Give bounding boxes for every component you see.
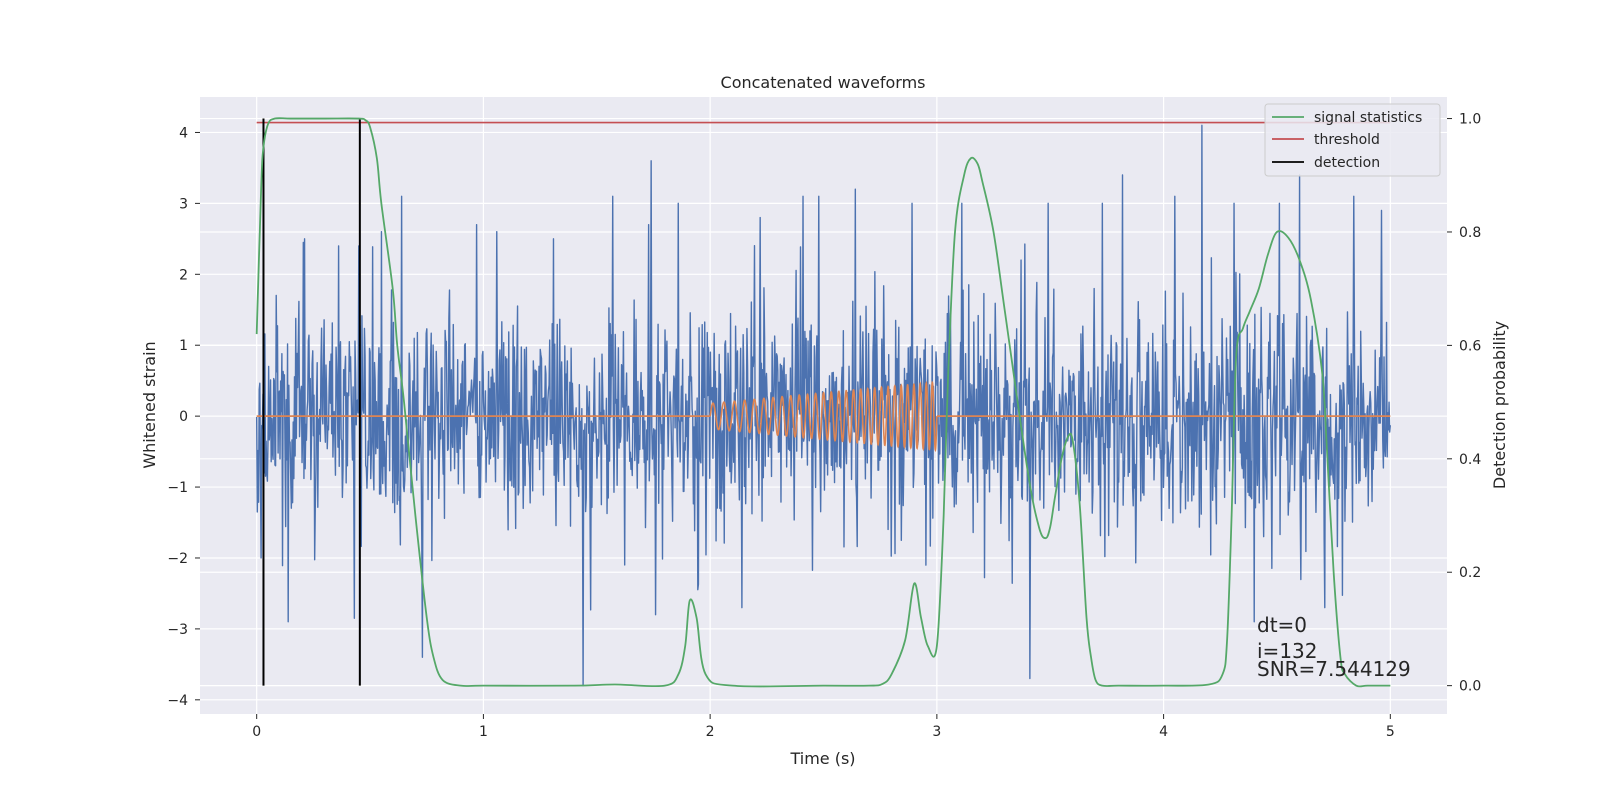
ticks: 0 1 2 3 4 5 −4 −3 −2 −1 0 1 2 3 4 0.0 0.2 0.4 0.6 0.8 1.0 [167,112,1481,740]
annotation-i: i=132 [1257,639,1318,663]
y2-tick-label: 0.8 [1459,225,1481,241]
series-layer [255,117,1392,688]
x-axis-label: Time (s) [789,749,855,768]
annotation-snr: SNR=7.544129 [1257,657,1411,681]
y-tick-label: −2 [167,551,188,567]
y-tick-label: −3 [167,622,188,638]
y-tick-label: 1 [179,338,188,354]
y-tick-label: −1 [167,480,188,496]
y-tick-label: 3 [179,196,188,212]
y2-tick-label: 1.0 [1459,112,1481,128]
legend-label-signal-statistics: signal statistics [1314,110,1422,126]
y-tick-label: 4 [179,125,188,141]
x-tick-label: 0 [252,724,261,740]
y2-axis-label: Detection probability [1490,321,1509,489]
x-tick-label: 3 [932,724,941,740]
y-tick-label: 0 [179,409,188,425]
noise-series-line [255,124,1392,687]
x-tick-label: 1 [479,724,488,740]
y2-tick-label: 0.2 [1459,565,1481,581]
legend: signal statistics threshold detection [1264,103,1441,177]
chirp-series-line [709,380,938,453]
y2-tick-label: 0.4 [1459,452,1481,468]
y2-tick-label: 0.0 [1459,679,1481,695]
legend-label-threshold: threshold [1314,132,1380,148]
legend-label-detection: detection [1314,155,1380,171]
y2-tick-label: 0.6 [1459,338,1481,354]
legend-box [1264,103,1441,177]
chart-title: Concatenated waveforms [721,73,926,92]
annotations: dt=0 i=132 SNR=7.544129 [1257,613,1411,681]
x-tick-label: 5 [1386,724,1395,740]
y-axis-label: Whitened strain [140,341,159,468]
y-tick-label: −4 [167,693,188,709]
y-tick-label: 2 [179,267,188,283]
annotation-dt: dt=0 [1257,613,1307,637]
x-tick-label: 4 [1159,724,1168,740]
signal-statistics-line [255,117,1391,688]
x-tick-label: 2 [706,724,715,740]
